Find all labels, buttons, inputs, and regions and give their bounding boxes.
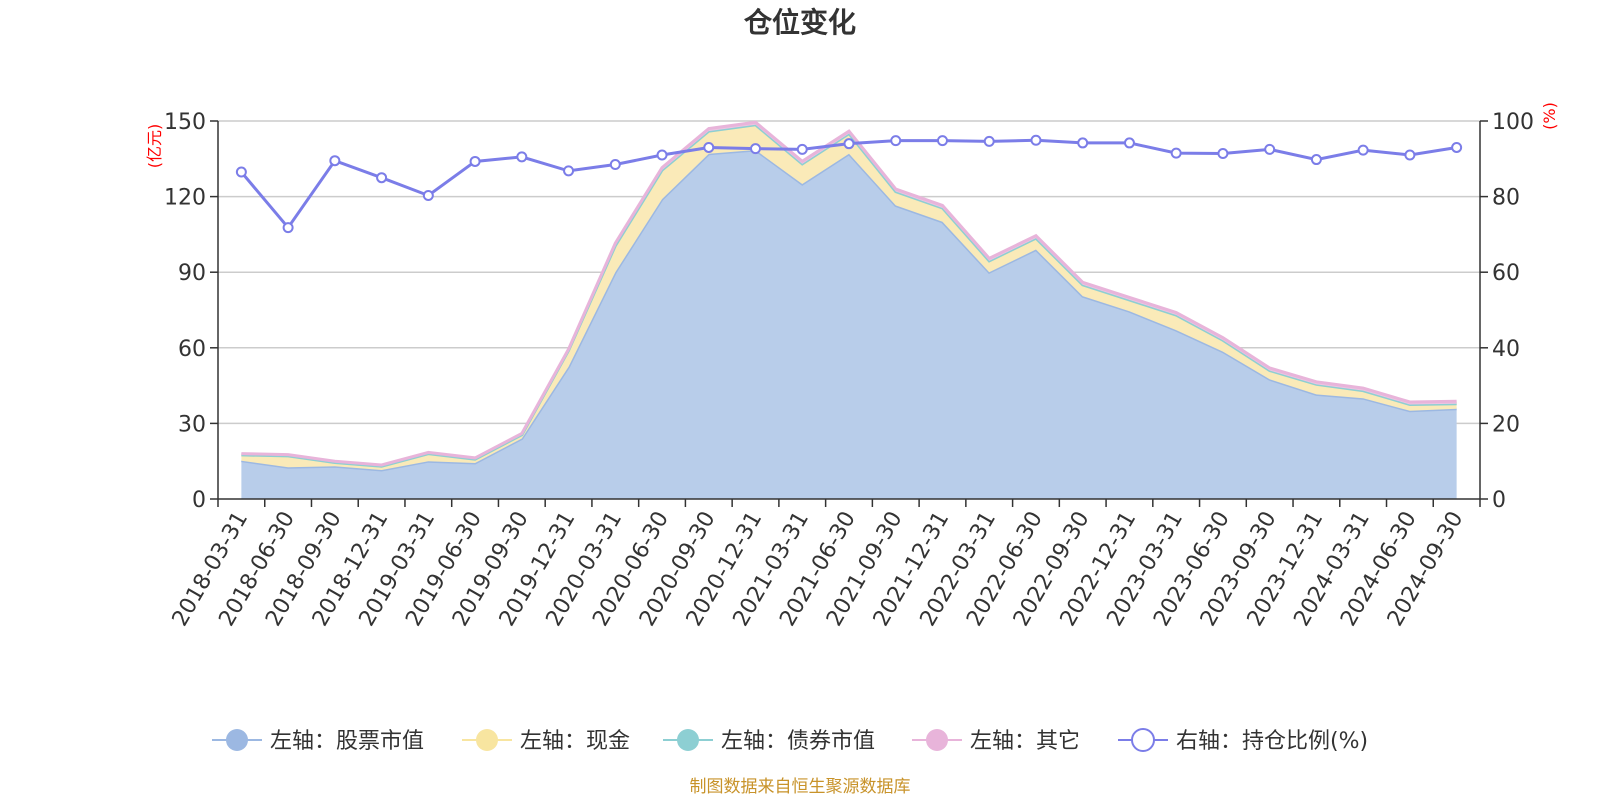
legend-item: 右轴：持仓比例(%) — [1118, 728, 1368, 754]
ratio-point — [469, 155, 481, 167]
left-axis-tick-label: 90 — [178, 261, 206, 286]
ratio-point — [1030, 134, 1042, 146]
right-axis-tick-label: 80 — [1492, 186, 1520, 211]
ratio-point — [1123, 137, 1135, 149]
legend-label: 右轴：持仓比例(%) — [1176, 729, 1368, 754]
ratio-point — [1451, 141, 1463, 153]
area-series-1 — [241, 149, 1457, 500]
ratio-point — [609, 158, 621, 170]
ratio-point — [703, 141, 715, 153]
ratio-point — [750, 143, 762, 155]
ratio-point — [235, 166, 247, 178]
left-axis-tick-label: 0 — [192, 488, 206, 513]
ratio-point — [329, 155, 341, 167]
legend-label: 左轴：其它 — [970, 729, 1080, 754]
legend-item: 左轴：债券市值 — [663, 729, 875, 754]
ratio-point — [563, 165, 575, 177]
area-series-4-line — [241, 120, 1457, 467]
right-axis-unit: (%) — [1540, 102, 1559, 130]
ratio-point — [936, 135, 948, 147]
ratio-point — [516, 151, 528, 163]
ratio-point — [1404, 149, 1416, 161]
legend-marker — [677, 729, 699, 751]
legend-item: 左轴：现金 — [462, 729, 630, 754]
legend-marker — [476, 729, 498, 751]
right-axis-tick-label: 40 — [1492, 337, 1520, 362]
legend-item: 左轴：股票市值 — [212, 729, 424, 754]
legend-item: 左轴：其它 — [912, 729, 1080, 754]
right-axis-tick-label: 0 — [1492, 488, 1506, 513]
ratio-point — [1077, 137, 1089, 149]
ratio-point — [422, 189, 434, 201]
right-axis-tick-label: 20 — [1492, 412, 1520, 437]
ratio-point — [1170, 147, 1182, 159]
legend-label: 左轴：股票市值 — [270, 729, 424, 754]
ratio-point — [282, 222, 294, 234]
left-axis-tick-label: 120 — [164, 186, 206, 211]
ratio-point — [656, 149, 668, 161]
ratio-line-series — [235, 134, 1463, 234]
legend: 左轴：股票市值 左轴：现金 左轴：债券市值 左轴：其它 右轴：持仓比例(%) — [212, 728, 1368, 754]
legend-marker — [1131, 728, 1155, 752]
ratio-point — [1357, 144, 1369, 156]
left-axis-unit: (亿元) — [145, 124, 164, 169]
legend-label: 左轴：债券市值 — [721, 729, 875, 754]
legend-label: 左轴：现金 — [520, 729, 630, 754]
right-axis-tick-label: 100 — [1492, 110, 1534, 135]
ratio-point — [983, 135, 995, 147]
left-axis-tick-label: 60 — [178, 337, 206, 362]
legend-marker — [926, 729, 948, 751]
ratio-point — [1264, 143, 1276, 155]
ratio-point — [1217, 148, 1229, 160]
left-axis-tick-label: 150 — [164, 110, 206, 135]
data-source-note: 制图数据来自恒生聚源数据库 — [690, 777, 911, 797]
right-axis-tick-label: 60 — [1492, 261, 1520, 286]
left-axis-tick-label: 30 — [178, 412, 206, 437]
ratio-point — [376, 172, 388, 184]
legend-marker — [226, 729, 248, 751]
chart-title: 仓位变化 — [744, 6, 856, 39]
ratio-point — [890, 135, 902, 147]
stacked-areas — [241, 120, 1457, 500]
ratio-point — [1310, 154, 1322, 166]
ratio-point — [796, 143, 808, 155]
ratio-point — [843, 138, 855, 150]
